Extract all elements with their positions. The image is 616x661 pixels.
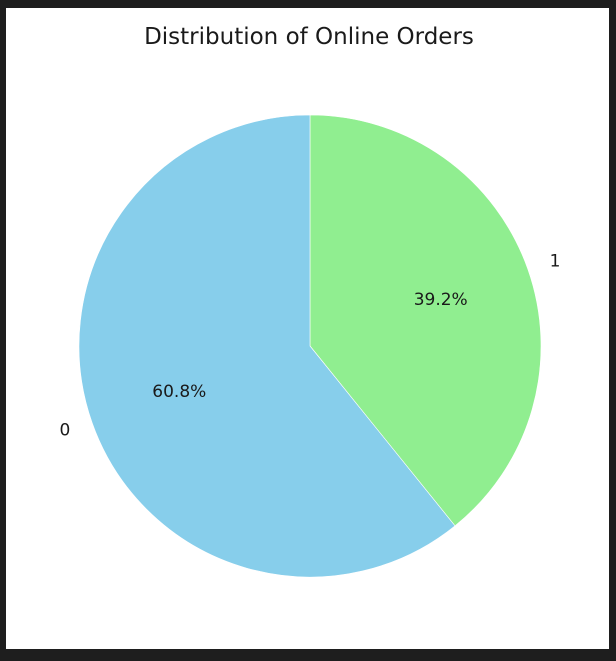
pie-chart: Distribution of Online Orders 1 39.2% 0 60.… bbox=[60, 24, 561, 578]
slice-percent-0: 60.8% bbox=[152, 382, 206, 402]
slice-label-0: 0 bbox=[60, 421, 71, 441]
chart-frame: Distribution of Online Orders 1 39.2% 0 60.… bbox=[6, 8, 609, 649]
pie-slices bbox=[78, 114, 542, 578]
pie-slice-1 bbox=[309, 114, 542, 527]
pie-labels: 1 39.2% 0 60.8% bbox=[60, 251, 561, 440]
slice-percent-1: 39.2% bbox=[414, 290, 468, 310]
pie-slice-0 bbox=[78, 114, 456, 578]
chart-title: Distribution of Online Orders bbox=[144, 24, 474, 50]
slice-label-1: 1 bbox=[550, 251, 561, 271]
